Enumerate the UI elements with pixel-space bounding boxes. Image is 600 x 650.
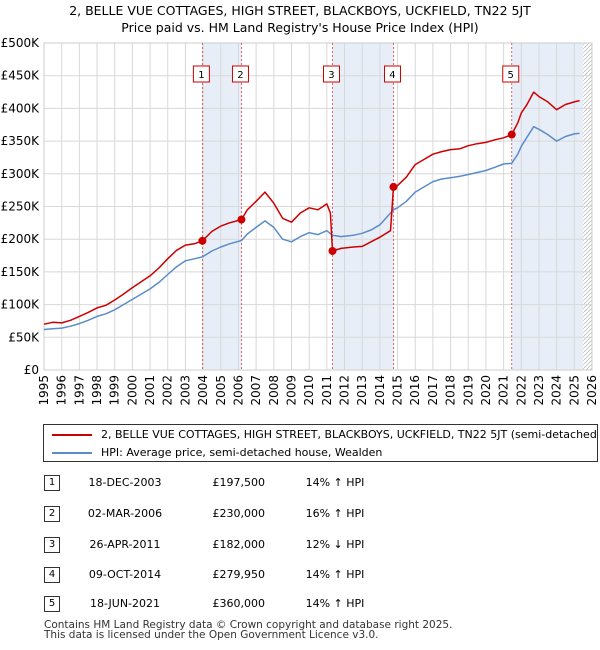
sale-price: £182,000 xyxy=(212,538,266,551)
x-tick-label: 2021 xyxy=(497,375,511,406)
x-tick-label: 2023 xyxy=(532,375,546,406)
x-tick-label: 2010 xyxy=(302,375,316,406)
sale-hpi-change: 14% ↑ HPI xyxy=(305,597,365,610)
plot-frame xyxy=(43,42,593,371)
x-tick-label: 2017 xyxy=(426,375,440,406)
sale-marker-box xyxy=(192,65,210,83)
sale-marker-box xyxy=(502,65,520,83)
legend-label-price: 2, BELLE VUE COTTAGES, HIGH STREET, BLAC… xyxy=(101,428,598,441)
sale-point xyxy=(198,236,207,245)
sale-number-badge: 1 xyxy=(44,475,60,491)
sale-number-badge: 3 xyxy=(44,537,60,553)
y-tick-label: £50K xyxy=(8,330,40,344)
legend-swatch-price xyxy=(52,434,92,436)
x-tick-label: 2016 xyxy=(408,375,422,406)
x-tick-label: 2015 xyxy=(391,375,405,406)
sale-number-badge: 5 xyxy=(44,596,60,612)
x-tick-label: 2007 xyxy=(249,375,263,406)
sale-price: £360,000 xyxy=(212,597,266,610)
sale-row: 4 09-OCT-2014 £279,950 14% ↑ HPI xyxy=(0,567,600,587)
sale-marker-box xyxy=(231,65,249,83)
legend-swatch-hpi xyxy=(52,452,92,454)
sale-hpi-change: 14% ↑ HPI xyxy=(305,568,365,581)
sale-date: 18-JUN-2021 xyxy=(89,597,161,610)
x-tick-label: 2001 xyxy=(143,375,157,406)
sale-marker-label: 5 xyxy=(508,70,514,81)
x-tick-label: 1998 xyxy=(90,375,104,406)
x-tick-label: 2025 xyxy=(567,375,581,406)
x-tick-label: 1999 xyxy=(108,375,122,406)
x-tick-label: 2026 xyxy=(585,375,599,406)
sale-row: 5 18-JUN-2021 £360,000 14% ↑ HPI xyxy=(0,596,600,616)
sale-point xyxy=(237,215,246,224)
sale-point xyxy=(507,130,516,139)
y-tick-label: £0 xyxy=(24,363,39,377)
sale-row: 3 26-APR-2011 £182,000 12% ↓ HPI xyxy=(0,537,600,557)
y-tick-label: £500K xyxy=(1,36,41,50)
sale-marker-label: 4 xyxy=(389,70,395,81)
sale-date: 26-APR-2011 xyxy=(89,538,161,551)
sale-marker-label: 2 xyxy=(237,70,243,81)
sale-date: 09-OCT-2014 xyxy=(88,568,162,581)
sale-row: 2 02-MAR-2006 £230,000 16% ↑ HPI xyxy=(0,506,600,526)
y-tick-label: £400K xyxy=(1,101,41,115)
sale-price: £279,950 xyxy=(212,568,266,581)
chart-title-line2: Price paid vs. HM Land Registry's House … xyxy=(121,20,479,35)
y-tick-label: £100K xyxy=(1,298,41,312)
x-tick-label: 2020 xyxy=(479,375,493,406)
sale-hpi-change: 16% ↑ HPI xyxy=(305,507,365,520)
x-tick-label: 2013 xyxy=(355,375,369,406)
x-tick-label: 1995 xyxy=(37,375,51,406)
legend: 2, BELLE VUE COTTAGES, HIGH STREET, BLAC… xyxy=(43,424,598,462)
y-tick-label: £250K xyxy=(1,200,41,214)
y-tick-label: £300K xyxy=(1,167,41,181)
x-tick-label: 2024 xyxy=(550,375,564,406)
x-tick-label: 2014 xyxy=(373,375,387,406)
x-tick-label: 2018 xyxy=(444,375,458,406)
sale-date: 18-DEC-2003 xyxy=(88,476,162,489)
x-tick-label: 2009 xyxy=(284,375,298,406)
y-tick-label: £200K xyxy=(1,232,41,246)
footer-copyright: Contains HM Land Registry data © Crown c… xyxy=(44,619,453,631)
y-tick-label: £150K xyxy=(1,265,41,279)
x-tick-label: 2005 xyxy=(214,375,228,406)
legend-label-hpi: HPI: Average price, semi-detached house,… xyxy=(101,446,383,459)
x-tick-label: 1996 xyxy=(55,375,69,406)
x-tick-label: 2006 xyxy=(231,375,245,406)
x-tick-label: 2003 xyxy=(178,375,192,406)
sale-number-badge: 4 xyxy=(44,567,60,583)
sale-point xyxy=(328,246,337,255)
sale-point xyxy=(389,182,398,191)
sale-hpi-change: 14% ↑ HPI xyxy=(305,476,365,489)
footer: Contains HM Land Registry data © Crown c… xyxy=(44,619,584,641)
y-tick-label: £450K xyxy=(1,69,41,83)
sale-marker-box xyxy=(322,65,340,83)
hpi-line xyxy=(43,125,580,331)
x-tick-label: 2011 xyxy=(320,375,334,406)
x-tick-label: 2008 xyxy=(267,375,281,406)
footer-licence: This data is licensed under the Open Gov… xyxy=(44,629,379,641)
x-tick-label: 2002 xyxy=(161,375,175,406)
x-tick-label: 1997 xyxy=(72,375,86,406)
sale-hpi-change: 12% ↓ HPI xyxy=(305,538,365,551)
x-tick-label: 2004 xyxy=(196,375,210,406)
x-tick-label: 2012 xyxy=(338,375,352,406)
sale-price: £197,500 xyxy=(212,476,266,489)
chart-title: 2, BELLE VUE COTTAGES, HIGH STREET, BLAC… xyxy=(0,2,600,36)
x-tick-label: 2019 xyxy=(461,375,475,406)
sale-marker-label: 3 xyxy=(328,70,334,81)
price-paid-line xyxy=(43,91,580,325)
y-tick-label: £350K xyxy=(1,134,41,148)
sale-marker-box xyxy=(383,65,401,83)
x-tick-label: 2000 xyxy=(125,375,139,406)
sale-date: 02-MAR-2006 xyxy=(87,507,163,520)
sale-number-badge: 2 xyxy=(44,506,60,522)
sale-marker-label: 1 xyxy=(198,70,204,81)
chart-title-line1: 2, BELLE VUE COTTAGES, HIGH STREET, BLAC… xyxy=(69,3,531,18)
x-tick-label: 2022 xyxy=(514,375,528,406)
sale-price: £230,000 xyxy=(212,507,266,520)
sale-row: 1 18-DEC-2003 £197,500 14% ↑ HPI xyxy=(0,475,600,495)
price-chart: 1 2 3 4 5 £0 £50K £100K £150K £200K £250K £300K £35… xyxy=(1,36,599,406)
